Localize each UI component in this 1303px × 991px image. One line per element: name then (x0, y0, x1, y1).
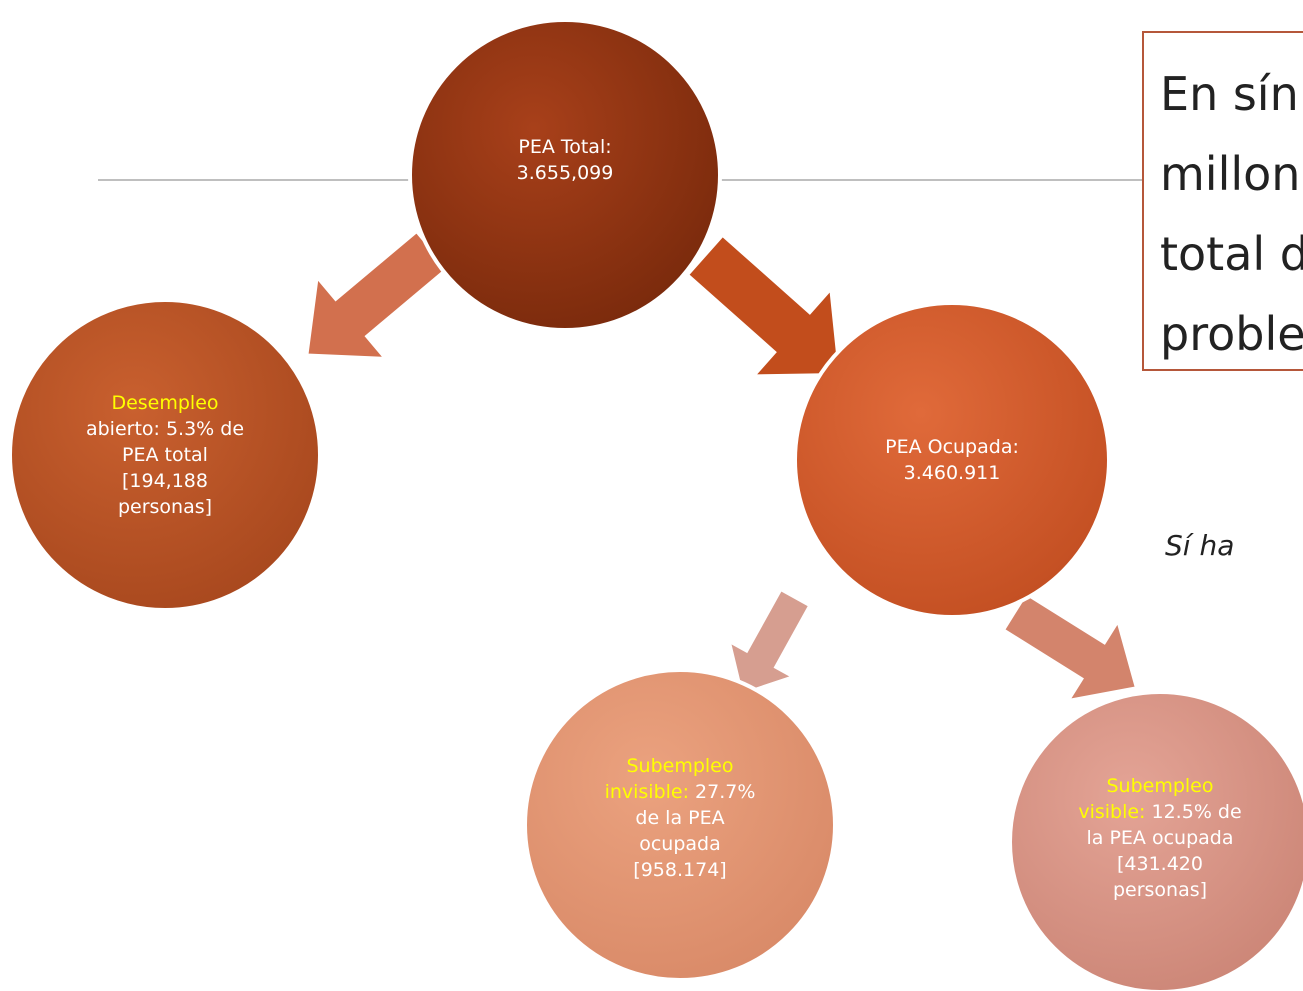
canvas: PEA Total: 3.655,099 Desempleo abierto: 5.3… (8, 18, 1303, 991)
highlight-text: visible: (1078, 801, 1145, 823)
node-text-part: 12.5% de (1145, 801, 1241, 823)
handwritten-note: Sí ha (1165, 529, 1234, 562)
node-text-part: personas] (118, 496, 212, 518)
node-text-part: personas] (1113, 879, 1207, 901)
node-text: personas] (118, 496, 212, 518)
arrow (305, 229, 450, 360)
node-text: 3.655,099 (517, 162, 614, 184)
callout-line: millon (1160, 147, 1300, 201)
node-text-part: PEA Total: (518, 136, 611, 158)
node-text: 3.460.911 (904, 462, 1001, 484)
callout-line: En sín (1160, 67, 1299, 121)
node-text-part: [958.174] (633, 859, 726, 881)
callout-line: proble (1160, 307, 1303, 361)
arrows (305, 229, 1138, 702)
node-text: abierto: 5.3% de (86, 418, 244, 440)
node-text: Desempleo (111, 392, 218, 414)
node-circle (8, 298, 322, 612)
node-text-part: 3.655,099 (517, 162, 614, 184)
node-text: la PEA ocupada (1087, 827, 1234, 849)
node-text: Subempleo (1106, 775, 1213, 797)
node: PEA Total: 3.655,099 (408, 18, 722, 332)
node-text-part: la PEA ocupada (1087, 827, 1234, 849)
highlight-text: invisible: (605, 781, 689, 803)
node: PEA Ocupada: 3.460.911 (793, 301, 1111, 619)
node-text: invisible: 27.7% (605, 781, 756, 803)
node-text: PEA Total: (518, 136, 611, 158)
arrow (1002, 592, 1138, 702)
node-circle (793, 301, 1111, 619)
node-circle (523, 668, 837, 982)
node-text: PEA Ocupada: (885, 436, 1019, 458)
node-text-part: [431.420 (1117, 853, 1203, 875)
callout-box (1142, 31, 1303, 371)
node: Subempleo invisible: 27.7% de la PEA ocupad… (523, 668, 837, 982)
arrow (728, 588, 811, 695)
node-text-part: [194,188 (122, 470, 208, 492)
node-text: ocupada (639, 833, 721, 855)
node: Desempleo abierto: 5.3% de PEA total [194,1… (8, 298, 322, 612)
callout: En sín millon total d proble (1160, 67, 1303, 361)
node-text: de la PEA (635, 807, 724, 829)
node-text-part: abierto: 5.3% de (86, 418, 244, 440)
node-circle (408, 18, 722, 332)
node-text: [431.420 (1117, 853, 1203, 875)
node-text: personas] (1113, 879, 1207, 901)
callout-line: total d (1160, 227, 1303, 281)
highlight-text: Desempleo (111, 392, 218, 414)
node-text: [194,188 (122, 470, 208, 492)
node-text: visible: 12.5% de (1078, 801, 1241, 823)
node-text-part: ocupada (639, 833, 721, 855)
node-text: Subempleo (626, 755, 733, 777)
node-text: [958.174] (633, 859, 726, 881)
node-circle (1008, 690, 1303, 991)
node-text: PEA total (122, 444, 208, 466)
node-text-part: PEA total (122, 444, 208, 466)
node-text-part: 27.7% (689, 781, 755, 803)
highlight-text: Subempleo (626, 755, 733, 777)
node-text-part: 3.460.911 (904, 462, 1001, 484)
nodes: PEA Total: 3.655,099 Desempleo abierto: 5.3… (8, 18, 1303, 991)
highlight-text: Subempleo (1106, 775, 1213, 797)
arrow (685, 232, 842, 378)
node-text-part: de la PEA (635, 807, 724, 829)
node-text-part: PEA Ocupada: (885, 436, 1019, 458)
node: Subempleo visible: 12.5% de la PEA ocupada… (1008, 690, 1303, 991)
